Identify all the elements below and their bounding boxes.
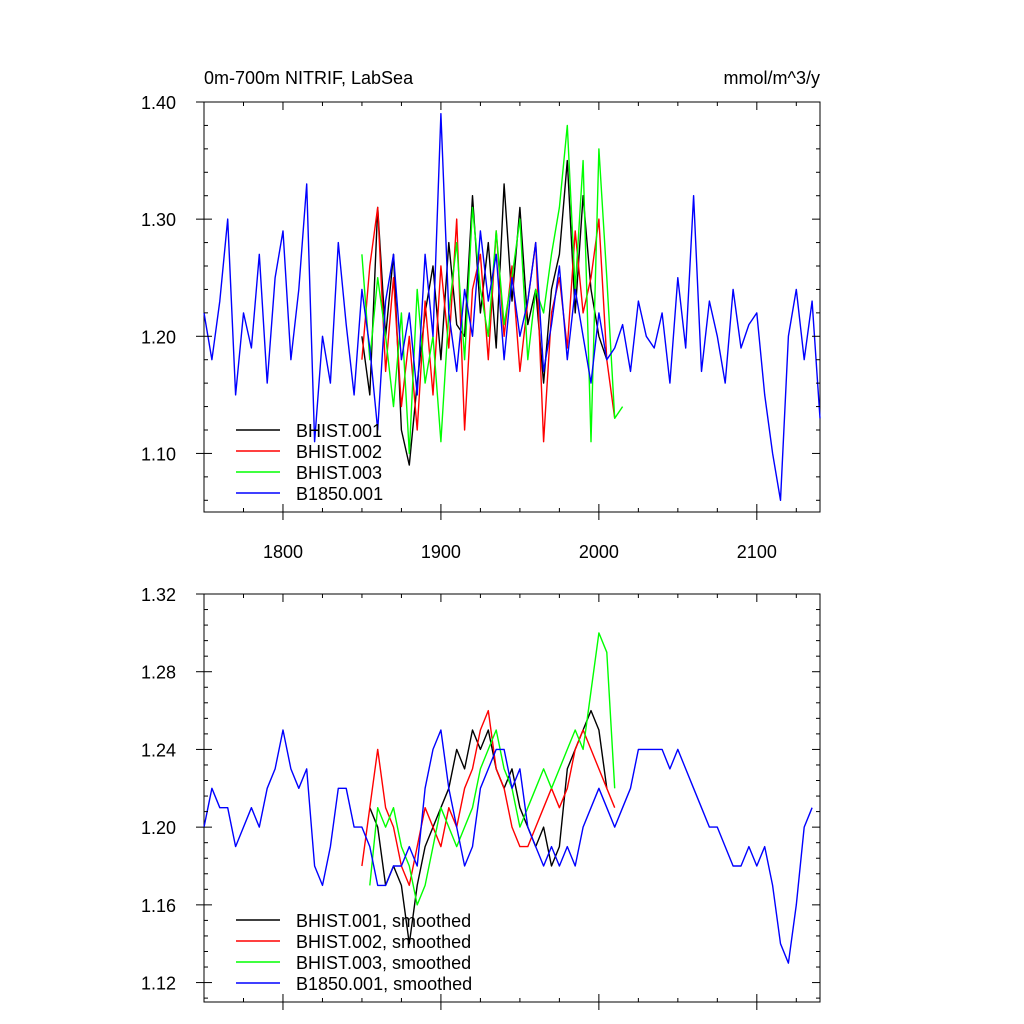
series-line-4	[203, 112, 821, 501]
legend-label: BHIST.002, smoothed	[296, 932, 471, 952]
series-line-2	[361, 709, 616, 887]
y-tick-label: 1.24	[141, 740, 176, 760]
series-line-4	[203, 729, 813, 964]
y-tick-label: 1.12	[141, 974, 176, 994]
legend-label: BHIST.003	[296, 463, 382, 483]
series-line-2	[361, 206, 616, 443]
bottom-panel: 1.12 1.16 1.20 1.24 1.28 1.32 BHIST.001, smoot…	[141, 585, 821, 1010]
legend-label: BHIST.002	[296, 442, 382, 462]
legend-label: BHIST.003, smoothed	[296, 953, 471, 973]
y-tick-label: 1.32	[141, 585, 176, 605]
y-tick-label: 1.20	[141, 327, 176, 347]
legend-label: BHIST.001, smoothed	[296, 911, 471, 931]
legend-label: B1850.001	[296, 484, 383, 504]
plot-frame	[203, 593, 821, 1003]
x-tick-label: 2100	[737, 542, 777, 562]
x-tick-label: 1800	[263, 542, 303, 562]
y-tick-label: 1.30	[141, 210, 176, 230]
y-tick-label: 1.40	[141, 93, 176, 113]
y-tick-label: 1.28	[141, 663, 176, 683]
units-label: mmol/m^3/y	[724, 68, 820, 88]
series-line-3	[361, 124, 624, 455]
legend-label: BHIST.001	[296, 421, 382, 441]
y-tick-label: 1.16	[141, 896, 176, 916]
x-tick-label: 1900	[421, 542, 461, 562]
plot-frame	[203, 101, 821, 513]
series-line-3	[369, 632, 616, 906]
y-tick-label: 1.20	[141, 818, 176, 838]
x-tick-label: 2000	[579, 542, 619, 562]
y-tick-label: 1.10	[141, 444, 176, 464]
legend-label: B1850.001, smoothed	[296, 974, 472, 994]
series-line-1	[361, 159, 608, 466]
chart-title: 0m-700m NITRIF, LabSea	[204, 68, 414, 88]
top-panel: 1800 1900 2000 2100 1.10 1.20 1.30 1.40 BHIST.00…	[141, 93, 821, 562]
series-line-1	[369, 709, 608, 945]
